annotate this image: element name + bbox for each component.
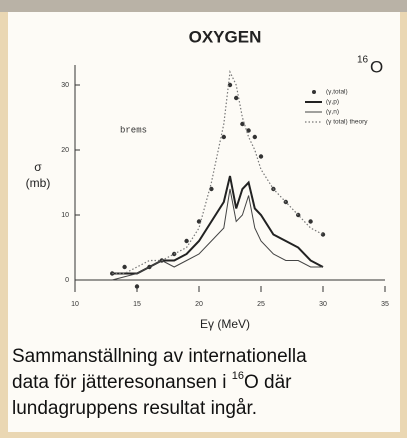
- panel: [8, 12, 400, 432]
- y-label-symbol: σ: [34, 160, 42, 174]
- x-tick-label: 10: [71, 301, 79, 308]
- legend-label: (γ,total): [326, 89, 348, 96]
- isotope-mass: 16: [357, 55, 369, 66]
- data-point: [234, 96, 238, 100]
- caption-line: Sammanställning av internationella: [12, 346, 307, 367]
- figure: OXYGEN 16 O brems σ (mb) Eγ (MeV) Samman…: [0, 0, 407, 438]
- data-point: [184, 239, 188, 243]
- annotation: brems: [120, 125, 147, 135]
- x-tick-label: 30: [319, 301, 327, 308]
- data-point: [135, 284, 139, 288]
- isotope: O: [370, 57, 383, 76]
- legend-label: (γ total) theory: [326, 119, 368, 126]
- x-label: Eγ (MeV): [200, 317, 250, 331]
- data-point: [253, 135, 257, 139]
- data-point: [122, 265, 126, 269]
- y-tick-label: 30: [61, 82, 69, 89]
- y-label-unit: (mb): [26, 176, 51, 190]
- legend-label: (γ,n): [326, 109, 339, 116]
- data-point: [259, 154, 263, 158]
- data-point: [222, 135, 226, 139]
- top-strip: [0, 0, 407, 12]
- data-point: [321, 232, 325, 236]
- legend-swatch: [312, 90, 316, 94]
- data-point: [308, 219, 312, 223]
- chart-title: OXYGEN: [189, 27, 262, 46]
- y-tick-label: 20: [61, 147, 69, 154]
- legend-label: (γ,p): [326, 99, 339, 106]
- caption-superscript: 16: [232, 370, 244, 382]
- x-tick-label: 15: [133, 301, 141, 308]
- x-tick-label: 35: [381, 301, 389, 308]
- y-tick-label: 0: [65, 277, 69, 284]
- caption-line: data för jätteresonansen i 16O där: [12, 370, 292, 393]
- caption-text: data för jätteresonansen i: [12, 372, 232, 393]
- x-tick-label: 20: [195, 301, 203, 308]
- y-tick-label: 10: [61, 212, 69, 219]
- caption-text: O där: [244, 372, 292, 393]
- x-tick-label: 25: [257, 301, 265, 308]
- caption-line: lundagruppens resultat ingår.: [12, 398, 257, 419]
